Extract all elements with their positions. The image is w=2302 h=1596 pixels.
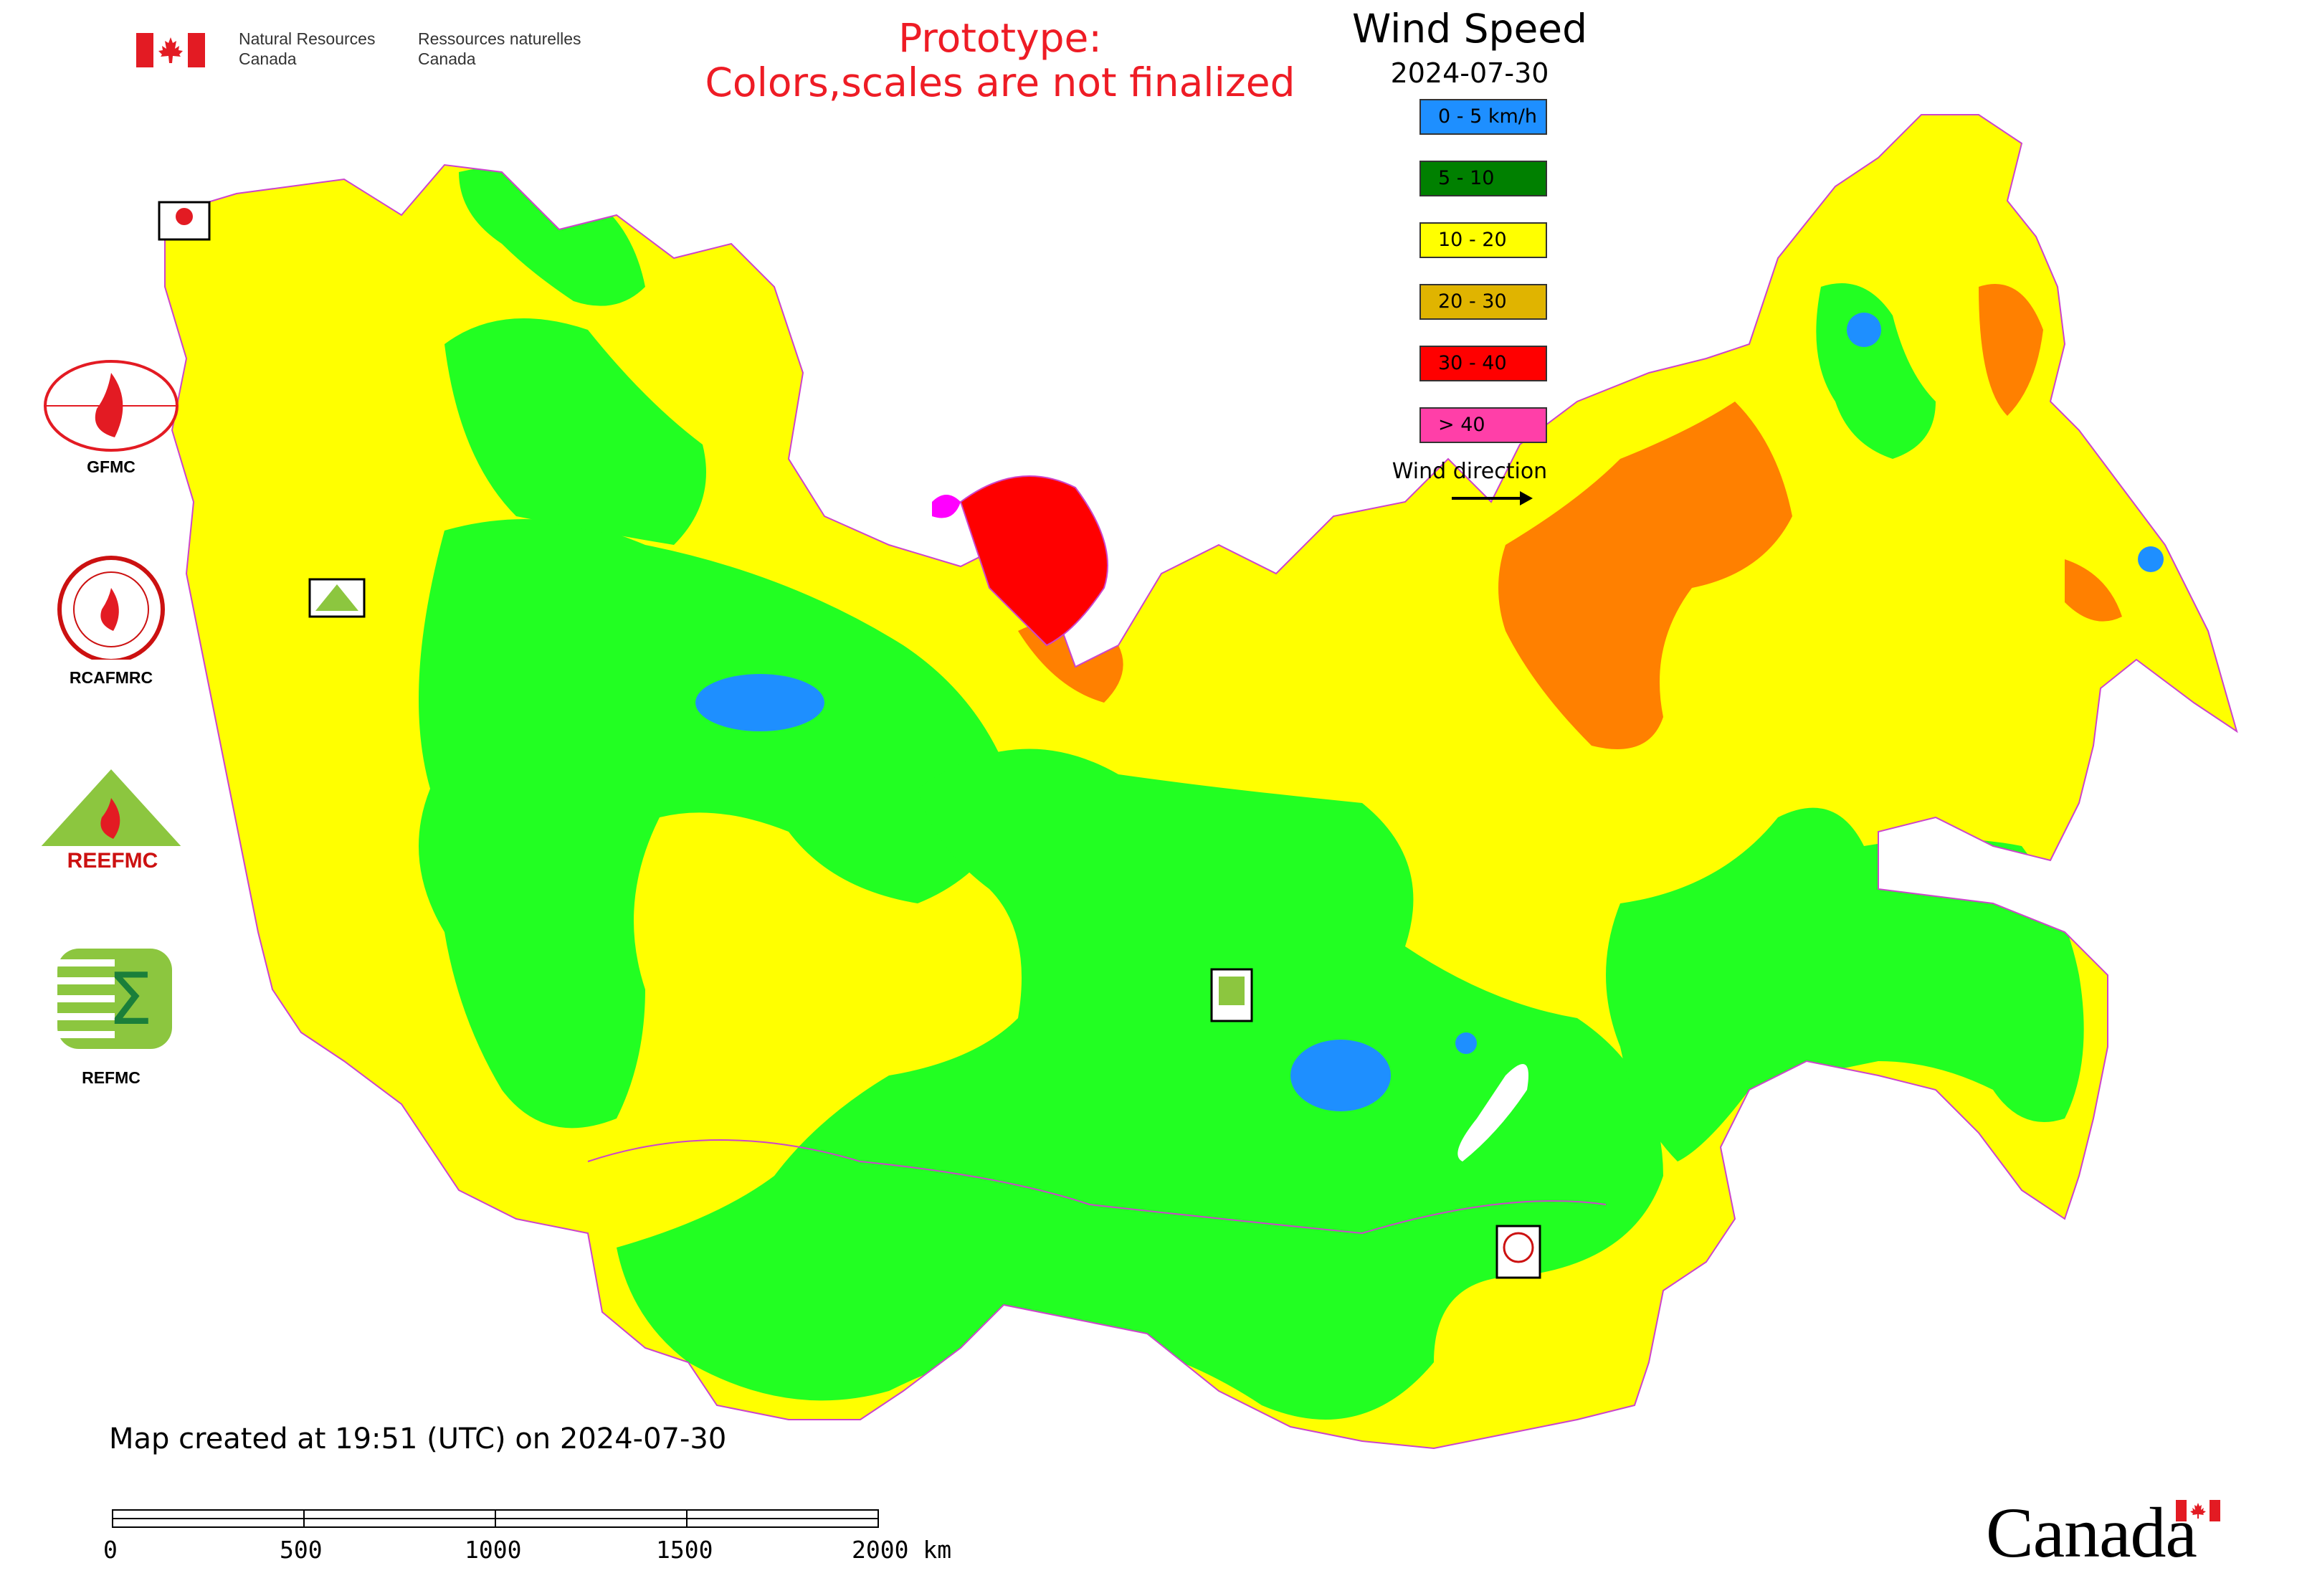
legend-item-10-20: 10 - 20 <box>1419 222 1547 258</box>
orange-zone-central-siberia <box>1498 402 1792 749</box>
agency-name-french: Ressources naturelles Canada <box>418 29 581 69</box>
gfmc-logo: GFMC <box>29 358 194 488</box>
scale-tick-500: 500 <box>280 1536 323 1564</box>
gfmc-label: GFMC <box>87 457 135 476</box>
svalbard-area <box>932 495 961 518</box>
station-marker-gfmc <box>158 201 211 241</box>
legend-item-0-5: 0 - 5 km/h <box>1419 99 1547 135</box>
land-outline <box>164 114 2238 1450</box>
green-zone-scandinavia <box>459 167 645 306</box>
rcafmrc-label: RCAFMRC <box>69 668 153 687</box>
legend-item-30-40: 30 - 40 <box>1419 346 1547 381</box>
government-header: Natural Resources Canada Ressources natu… <box>136 29 609 79</box>
refmc-logo: Σ REFMC <box>29 945 194 1088</box>
scale-tick-2000: 2000 km <box>852 1536 952 1564</box>
refmc-label: REFMC <box>82 1068 141 1087</box>
blue-zone-east <box>2138 546 2164 572</box>
wind-speed-legend: Wind Speed 2024-07-30 0 - 5 km/h 5 - 10 … <box>1319 0 1620 505</box>
scale-tick-1000: 1000 <box>465 1536 522 1564</box>
agency-en-line1: Natural Resources <box>239 29 376 48</box>
wind-direction-label: Wind direction <box>1392 459 1548 484</box>
green-zone-west <box>419 519 1018 1129</box>
canada-wordmark-flag-icon <box>2176 1500 2220 1521</box>
green-zone-north <box>444 318 706 545</box>
scale-bar: 0 500 1000 1500 2000 km <box>100 1498 975 1577</box>
scale-tick-0: 0 <box>103 1536 118 1564</box>
agency-en-line2: Canada <box>239 49 297 68</box>
legend-item-over-40: > 40 <box>1419 407 1547 443</box>
gfmc-emblem-icon <box>44 360 179 452</box>
station-marker-refmc <box>1210 968 1253 1022</box>
blue-zone-chukotka <box>1847 313 1881 347</box>
blue-zone-central <box>1290 1040 1391 1111</box>
canada-wordmark: Canada <box>1986 1493 2197 1572</box>
prototype-line1: Prototype: <box>898 15 1102 61</box>
legend-title: Wind Speed <box>1351 6 1588 52</box>
reefmc-logo-text: REEFMC <box>67 849 158 873</box>
novaya-zemlya-island <box>959 475 1108 647</box>
rcafmrc-logo: RCAFMRC <box>29 552 194 695</box>
station-marker-reefmc-west <box>308 578 366 618</box>
rcafmrc-emblem-icon <box>57 556 165 660</box>
wind-direction-arrow-icon <box>1452 491 1533 505</box>
legend-date: 2024-07-30 <box>1390 57 1549 89</box>
orange-zone-pacific <box>2065 559 2122 622</box>
reefmc-emblem-icon: REEFMC <box>37 769 188 873</box>
station-marker-rcafmrc <box>1495 1225 1541 1279</box>
prototype-notice: Prototype: Colors,scales are not finaliz… <box>638 16 1362 105</box>
blue-zone-south <box>1455 1032 1477 1054</box>
agency-name-english: Natural Resources Canada <box>239 29 375 69</box>
canada-flag-icon <box>136 33 205 67</box>
agency-fr-line1: Ressources naturelles <box>418 29 581 48</box>
green-zone-far-east <box>1816 283 1936 459</box>
international-border <box>587 1139 1607 1235</box>
lake-baikal <box>1457 1064 1528 1162</box>
orange-zone-kamchatka <box>1979 284 2043 416</box>
map-created-timestamp: Map created at 19:51 (UTC) on 2024-07-30 <box>109 1422 727 1455</box>
reefmc-logo: REEFMC <box>29 766 194 873</box>
prototype-line2: Colors,scales are not finalized <box>705 60 1295 105</box>
scale-bar-graphic <box>112 1509 879 1528</box>
refmc-emblem-icon: Σ <box>57 949 172 1049</box>
blue-zone-west-siberia <box>695 674 824 731</box>
legend-item-20-30: 20 - 30 <box>1419 284 1547 320</box>
legend-item-5-10: 5 - 10 <box>1419 161 1547 196</box>
scale-tick-1500: 1500 <box>656 1536 713 1564</box>
svg-text:Σ: Σ <box>108 957 153 1041</box>
green-zone-central <box>617 749 1663 1420</box>
agency-fr-line2: Canada <box>418 49 476 68</box>
